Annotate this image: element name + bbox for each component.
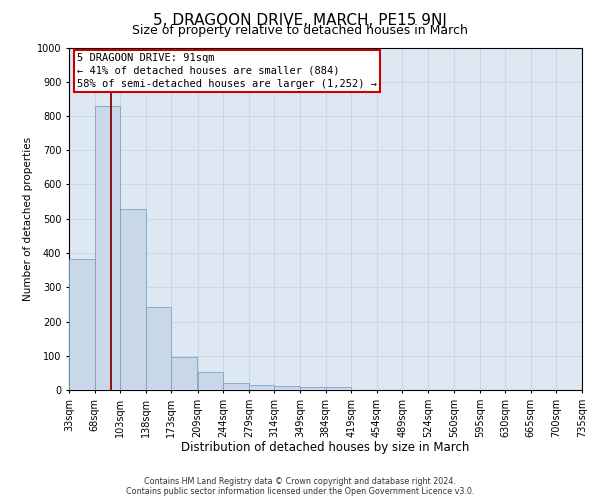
Bar: [197, 372, 223, 390]
Bar: [146, 307, 172, 390]
Text: Size of property relative to detached houses in March: Size of property relative to detached ho…: [132, 24, 468, 37]
Bar: [172, 358, 197, 390]
Bar: [69, 259, 95, 390]
X-axis label: Distribution of detached houses by size in March: Distribution of detached houses by size …: [181, 441, 470, 454]
Y-axis label: Number of detached properties: Number of detached properties: [23, 136, 32, 301]
Bar: [325, 386, 351, 390]
Text: Contains HM Land Registry data © Crown copyright and database right 2024.
Contai: Contains HM Land Registry data © Crown c…: [126, 476, 474, 496]
Bar: [120, 209, 146, 390]
Bar: [274, 386, 300, 390]
Bar: [95, 106, 120, 390]
Text: 5 DRAGOON DRIVE: 91sqm
← 41% of detached houses are smaller (884)
58% of semi-de: 5 DRAGOON DRIVE: 91sqm ← 41% of detached…: [77, 52, 377, 89]
Bar: [300, 388, 326, 390]
Bar: [223, 383, 249, 390]
Text: 5, DRAGOON DRIVE, MARCH, PE15 9NJ: 5, DRAGOON DRIVE, MARCH, PE15 9NJ: [153, 12, 447, 28]
Bar: [249, 385, 274, 390]
